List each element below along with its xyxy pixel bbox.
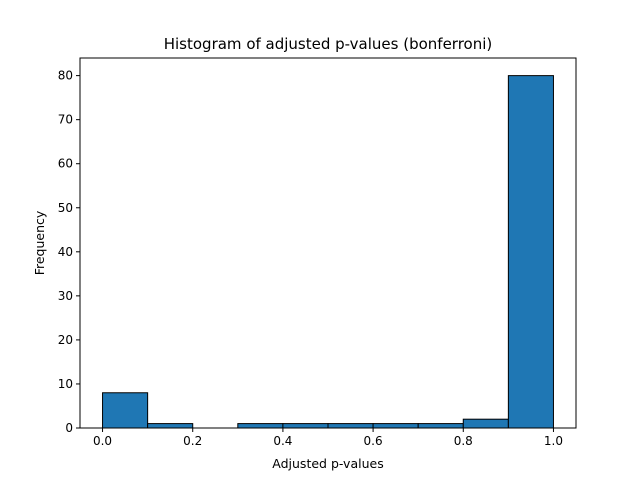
bars-group <box>102 75 554 429</box>
plot-frame <box>79 57 577 429</box>
x-tick-label: 1.0 <box>544 434 563 448</box>
histogram-bar-4 <box>282 423 329 429</box>
histogram-bar-3 <box>237 423 284 429</box>
y-tick-label: 10 <box>58 377 73 391</box>
histogram-bar-7 <box>417 423 464 429</box>
histogram-bar-1 <box>147 423 194 429</box>
y-tick-label: 30 <box>58 289 73 303</box>
x-axis-label: Adjusted p-values <box>272 456 383 471</box>
y-axis-ticks: 0 10 20 30 40 50 60 70 80 <box>58 69 80 435</box>
y-tick-label: 70 <box>58 113 73 127</box>
chart-title: Histogram of adjusted p-values (bonferro… <box>164 35 493 53</box>
y-tick-label: 60 <box>58 157 73 171</box>
histogram-bar-6 <box>372 423 419 429</box>
y-tick-label: 40 <box>58 245 73 259</box>
x-axis-ticks: 0.0 0.2 0.4 0.6 0.8 1.0 <box>93 428 563 448</box>
y-tick-label: 20 <box>58 333 73 347</box>
histogram-bar-9 <box>507 75 554 429</box>
x-tick-label: 0.6 <box>364 434 383 448</box>
x-tick-label: 0.0 <box>93 434 112 448</box>
y-tick-label: 50 <box>58 201 73 215</box>
x-tick-label: 0.8 <box>454 434 473 448</box>
y-tick-label: 80 <box>58 69 73 83</box>
y-axis-label: Frequency <box>32 210 47 275</box>
x-tick-label: 0.2 <box>183 434 202 448</box>
y-tick-label: 0 <box>65 421 73 435</box>
histogram-bar-5 <box>327 423 374 429</box>
histogram-bar-0 <box>102 392 149 429</box>
x-tick-label: 0.4 <box>273 434 292 448</box>
histogram-bar-8 <box>462 418 509 429</box>
